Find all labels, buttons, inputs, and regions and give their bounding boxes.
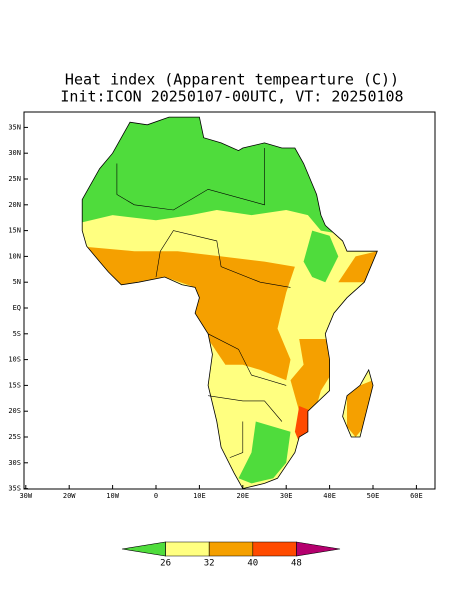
lat-tick-label: 30S (8, 459, 21, 467)
lon-tick-label: 20E (236, 492, 249, 500)
colorbar-segment (121, 541, 166, 557)
lon-tick-label: 30W (19, 492, 32, 500)
colorbar-label: 40 (247, 559, 258, 569)
lon-tick-label: 10W (106, 492, 119, 500)
lat-tick-label: 25S (8, 433, 21, 441)
colorbar-label: 48 (291, 559, 302, 569)
border (155, 230, 291, 288)
subtitle: Init:ICON 20250107-00UTC, VT: 20250108 (60, 88, 403, 106)
zone (290, 339, 334, 422)
lon-tick-label: 20W (63, 492, 76, 500)
title: Heat index (Apparent tempearture (C)) (65, 71, 399, 89)
zone (238, 421, 291, 484)
border (116, 148, 265, 211)
lat-tick-label: EQ (13, 304, 21, 312)
colorbar-segment (252, 541, 297, 557)
lon-tick-label: 40E (323, 492, 336, 500)
colorbar-segment (296, 541, 341, 557)
coast (81, 116, 378, 490)
colorbar-label: 32 (204, 559, 215, 569)
lat-tick-label: 5S (13, 330, 21, 338)
border (208, 395, 283, 422)
zone (338, 251, 378, 283)
zone (82, 246, 295, 381)
lat-tick-label: 25N (8, 175, 21, 183)
lon-tick-label: 10E (193, 492, 206, 500)
lat-tick-label: 15N (8, 227, 21, 235)
lat-tick-label: 20N (8, 201, 21, 209)
colorbar-segment (208, 541, 254, 557)
lat-tick-label: 30N (8, 149, 21, 157)
lat-tick-label: 35S (8, 485, 21, 493)
border (207, 333, 287, 386)
lon-tick-label: 30E (280, 492, 293, 500)
border (229, 421, 244, 458)
colorbar-label: 26 (160, 559, 171, 569)
lat-tick-label: 15S (8, 381, 21, 389)
lat-tick-label: 20S (8, 407, 21, 415)
lon-tick-label: 0 (154, 492, 158, 500)
lon-tick-label: 50E (367, 492, 380, 500)
colorbar-segment (165, 541, 210, 557)
coast (342, 368, 374, 438)
lat-tick-label: 10N (8, 252, 21, 260)
lat-tick-label: 5N (13, 278, 21, 286)
lat-tick-label: 35N (8, 123, 21, 131)
zone (303, 230, 339, 283)
lat-tick-label: 10S (8, 356, 21, 364)
lon-tick-label: 60E (410, 492, 423, 500)
